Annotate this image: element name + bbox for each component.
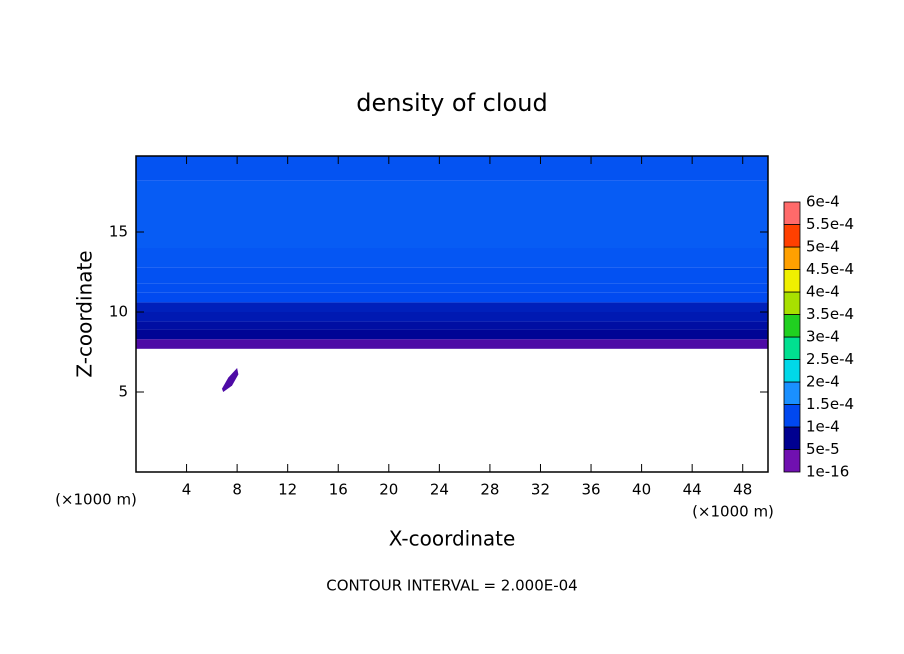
colorbar-label: 5e-4 bbox=[806, 238, 840, 256]
x-tick-label: 28 bbox=[480, 481, 499, 499]
contour-band bbox=[136, 329, 768, 340]
x-tick-label: 16 bbox=[329, 481, 348, 499]
colorbar-label: 2.5e-4 bbox=[806, 350, 854, 368]
contour-band bbox=[136, 312, 768, 322]
colorbar-bin bbox=[783, 246, 801, 270]
contour-band bbox=[136, 180, 768, 248]
colorbar-label: 4.5e-4 bbox=[806, 260, 854, 278]
colorbar-bin bbox=[783, 426, 801, 450]
footer: CONTOUR INTERVAL = 2.000E-04 bbox=[326, 577, 577, 595]
y-axis-label: Z-coordinate bbox=[73, 250, 97, 377]
x-unit-label: (×1000 m) bbox=[692, 503, 774, 521]
chart-title: density of cloud bbox=[356, 89, 547, 117]
colorbar-bin bbox=[783, 291, 801, 315]
colorbar-bin bbox=[783, 269, 801, 293]
x-tick-label: 32 bbox=[531, 481, 550, 499]
contour-band bbox=[136, 302, 768, 312]
colorbar-bin bbox=[783, 336, 801, 360]
colorbar-bin bbox=[783, 404, 801, 428]
contour-band bbox=[136, 292, 768, 303]
colorbar-label: 3e-4 bbox=[806, 328, 840, 346]
x-tick-label: 20 bbox=[379, 481, 398, 499]
contour-band bbox=[136, 267, 768, 284]
colorbar-label: 1.5e-4 bbox=[806, 395, 854, 413]
colorbar-label: 3.5e-4 bbox=[806, 305, 854, 323]
contour-patch bbox=[221, 368, 239, 392]
colorbar-bin bbox=[783, 359, 801, 383]
colorbar-label: 2e-4 bbox=[806, 373, 840, 391]
plot-frame bbox=[135, 155, 769, 473]
colorbar-label: 1e-4 bbox=[806, 418, 840, 436]
x-tick-label: 12 bbox=[278, 481, 297, 499]
x-tick-label: 44 bbox=[683, 481, 702, 499]
x-tick-label: 24 bbox=[430, 481, 449, 499]
x-axis-label: X-coordinate bbox=[389, 527, 516, 551]
colorbar-label: 1e-16 bbox=[806, 463, 849, 481]
colorbar-bin bbox=[783, 381, 801, 405]
y-tick-label: 15 bbox=[109, 223, 128, 241]
colorbar-label: 5e-5 bbox=[806, 440, 840, 458]
x-tick-label: 8 bbox=[232, 481, 242, 499]
x-tick-label: 40 bbox=[632, 481, 651, 499]
y-tick-label: 10 bbox=[109, 303, 128, 321]
colorbar-bin bbox=[783, 314, 801, 338]
x-tick-label: 48 bbox=[733, 481, 752, 499]
x-unit-label: (×1000 m) bbox=[55, 491, 137, 509]
contour-band bbox=[136, 156, 768, 181]
colorbar-bin bbox=[783, 224, 801, 248]
colorbar-bin bbox=[783, 201, 801, 225]
colorbar-bin bbox=[783, 449, 801, 473]
colorbar-label: 6e-4 bbox=[806, 193, 840, 211]
x-tick-label: 4 bbox=[182, 481, 192, 499]
contour-band bbox=[136, 321, 768, 330]
x-tick-label: 36 bbox=[581, 481, 600, 499]
colorbar-label: 4e-4 bbox=[806, 283, 840, 301]
contour-band bbox=[136, 339, 768, 349]
contour-band bbox=[136, 283, 768, 293]
contour-band bbox=[136, 248, 768, 268]
colorbar-label: 5.5e-4 bbox=[806, 215, 854, 233]
y-tick-label: 5 bbox=[118, 383, 128, 401]
